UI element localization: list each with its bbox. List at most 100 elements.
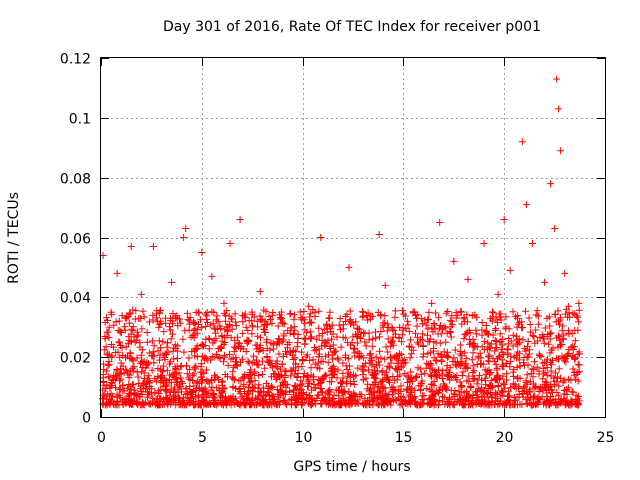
data-point: [554, 307, 562, 315]
data-point: [276, 373, 284, 381]
data-point: [575, 299, 583, 307]
data-point: [405, 373, 413, 381]
data-point: [419, 342, 427, 350]
data-point: [398, 338, 406, 346]
data-point: [422, 321, 430, 329]
data-point: [217, 324, 225, 332]
data-point: [235, 386, 243, 394]
data-point: [511, 381, 519, 389]
data-point: [289, 355, 297, 363]
data-point: [476, 349, 484, 357]
data-point: [503, 359, 511, 367]
data-point: [351, 344, 359, 352]
data-point: [300, 316, 308, 324]
data-point: [438, 353, 446, 361]
data-point: [157, 344, 165, 352]
data-point: [481, 338, 489, 346]
data-point: [145, 318, 153, 326]
data-point: [298, 348, 306, 356]
chart-title: Day 301 of 2016, Rate Of TEC Index for r…: [163, 19, 541, 35]
data-point: [290, 315, 298, 323]
data-point: [242, 400, 250, 408]
data-point: [256, 287, 264, 295]
data-point: [184, 395, 192, 403]
data-point: [464, 275, 472, 283]
data-point: [311, 344, 319, 352]
data-point: [230, 399, 238, 407]
data-point: [209, 339, 217, 347]
data-point: [258, 371, 266, 379]
data-point: [328, 335, 336, 343]
data-point: [536, 385, 544, 393]
data-point: [403, 317, 411, 325]
data-point: [399, 357, 407, 365]
data-point: [171, 341, 179, 349]
data-point: [435, 397, 443, 405]
data-point: [225, 312, 233, 320]
data-point: [424, 349, 432, 357]
data-point: [509, 331, 517, 339]
data-point: [139, 358, 147, 366]
data-point: [195, 309, 203, 317]
data-point: [492, 376, 500, 384]
data-point: [330, 395, 338, 403]
data-point: [262, 338, 270, 346]
data-point: [391, 307, 399, 315]
data-point: [125, 400, 133, 408]
data-point: [547, 381, 555, 389]
data-point: [546, 322, 554, 330]
data-point: [439, 375, 447, 383]
data-point: [424, 325, 432, 333]
data-point: [442, 338, 450, 346]
data-points: [99, 75, 583, 409]
data-point: [478, 318, 486, 326]
data-point: [450, 372, 458, 380]
data-point: [100, 365, 108, 373]
data-point: [423, 331, 431, 339]
data-point: [235, 377, 243, 385]
data-point: [320, 325, 328, 333]
data-point: [404, 385, 412, 393]
data-point: [221, 333, 229, 341]
data-point: [562, 355, 570, 363]
data-point: [240, 373, 248, 381]
x-axis-label: GPS time / hours: [293, 459, 410, 475]
data-point: [129, 381, 137, 389]
data-point: [170, 344, 178, 352]
data-point: [334, 354, 342, 362]
data-point: [167, 385, 175, 393]
data-point: [260, 325, 268, 333]
data-point: [574, 313, 582, 321]
data-point: [232, 344, 240, 352]
data-point: [530, 358, 538, 366]
data-point: [167, 335, 175, 343]
data-point: [484, 401, 492, 409]
data-point: [396, 371, 404, 379]
data-point: [512, 313, 520, 321]
data-point: [140, 357, 148, 365]
data-point: [193, 378, 201, 386]
data-point: [424, 315, 432, 323]
data-point: [211, 371, 219, 379]
data-point: [317, 377, 325, 385]
data-point: [175, 400, 183, 408]
data-point: [269, 383, 277, 391]
data-point: [469, 362, 477, 370]
data-point: [458, 371, 466, 379]
data-point: [519, 336, 527, 344]
data-point: [442, 309, 450, 317]
data-point: [168, 278, 176, 286]
data-point: [231, 310, 239, 318]
data-point: [262, 380, 270, 388]
y-tick-label: 0.02: [60, 351, 91, 367]
data-point: [319, 357, 327, 365]
data-point: [275, 350, 283, 358]
data-point: [569, 365, 577, 373]
data-point: [245, 379, 253, 387]
data-point: [271, 400, 279, 408]
data-point: [308, 386, 316, 394]
data-point: [461, 349, 469, 357]
data-point: [404, 400, 412, 408]
data-point: [447, 333, 455, 341]
data-point: [126, 354, 134, 362]
